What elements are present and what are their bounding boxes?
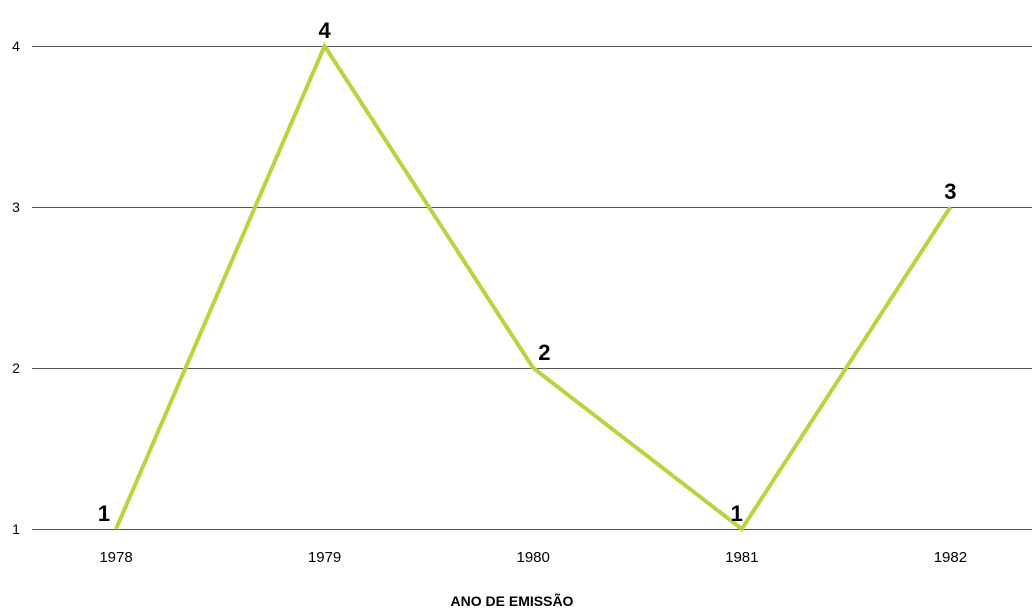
data-label: 3 [944,179,956,204]
series-line [114,41,953,532]
x-tick-label: 1978 [99,549,132,566]
series-lines [114,41,953,532]
gridlines [32,46,1032,530]
x-axis-ticks: 1978 1979 1980 1981 1982 [99,549,967,566]
x-tick-label: 1981 [725,549,758,566]
x-tick-label: 1980 [517,549,550,566]
data-labels: 1 4 2 1 3 [98,18,957,526]
y-tick-label: 4 [12,38,20,54]
y-tick-label: 3 [12,199,20,215]
data-label: 1 [731,501,743,526]
x-tick-label: 1982 [934,549,967,566]
y-axis-ticks: 1 2 3 4 [12,38,20,537]
data-label: 4 [318,18,331,43]
data-label: 2 [538,340,550,365]
x-axis-title: ANO DE EMISSÃO [451,592,574,609]
y-tick-label: 1 [12,521,20,537]
x-tick-label: 1979 [308,549,341,566]
y-tick-label: 2 [12,360,20,376]
data-label: 1 [98,501,110,526]
